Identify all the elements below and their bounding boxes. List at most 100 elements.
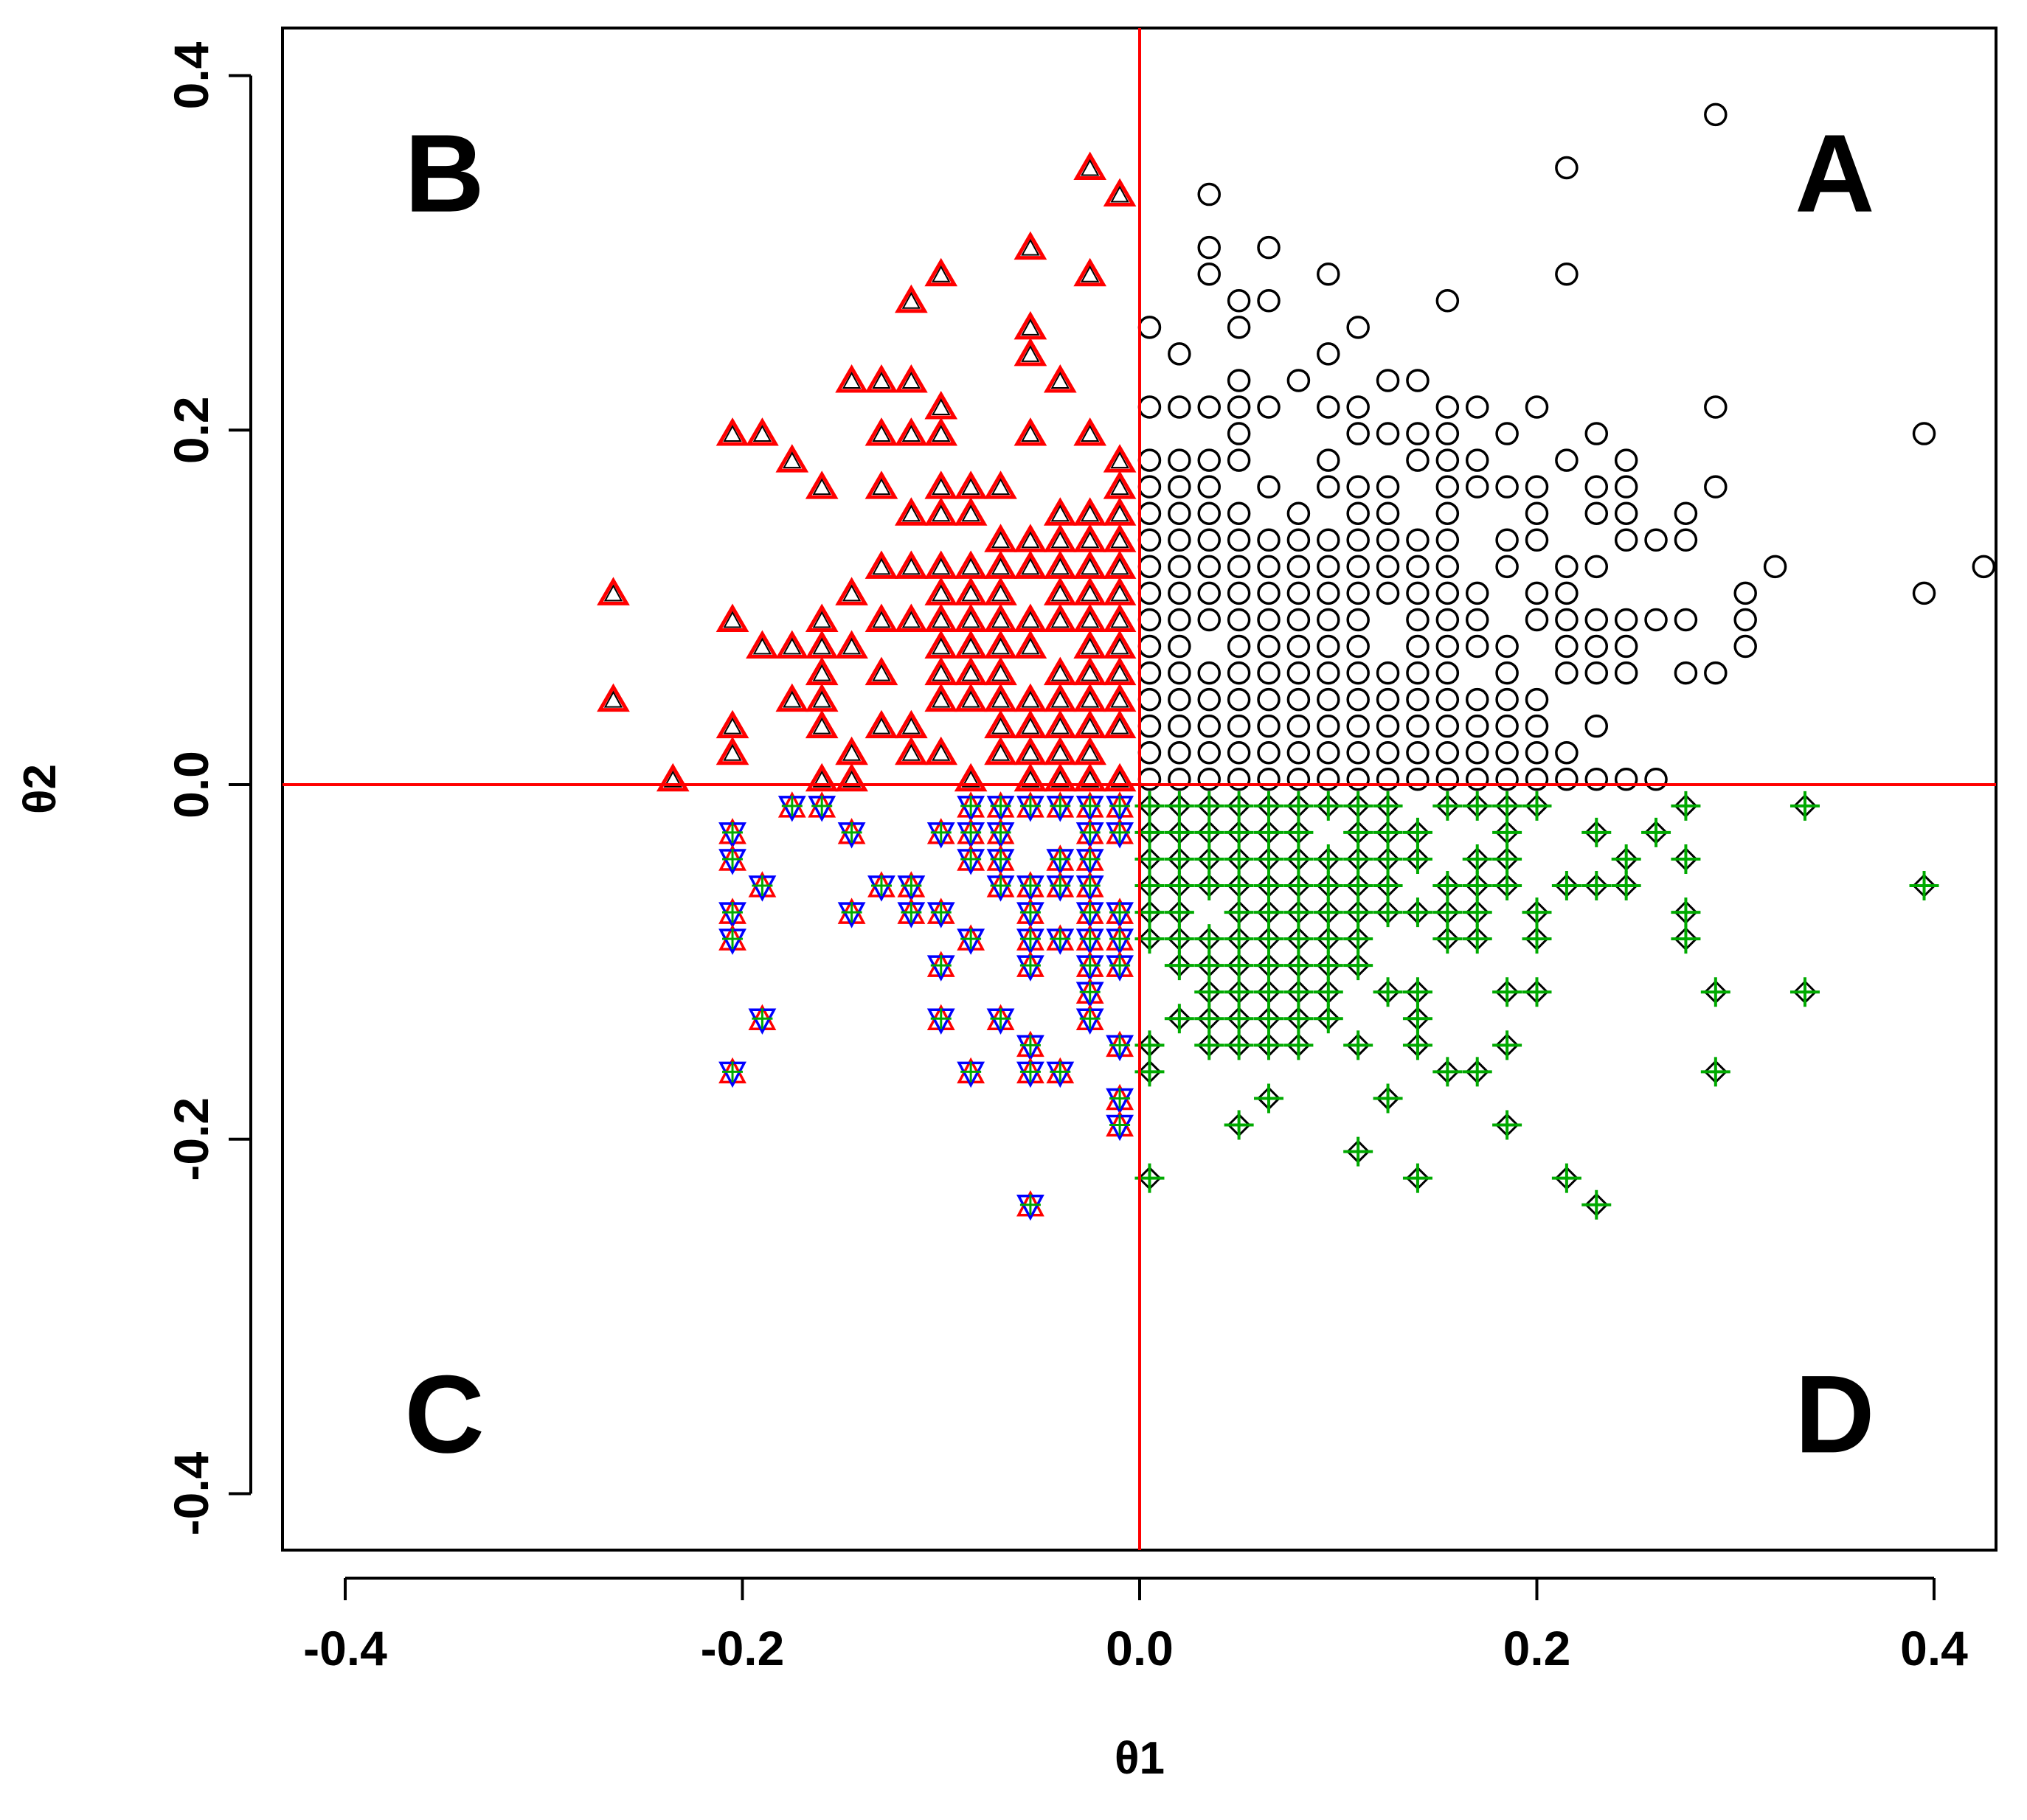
y-axis-title: θ2 — [15, 764, 66, 814]
data-point — [1313, 924, 1343, 954]
data-point — [1376, 422, 1400, 445]
data-point — [1103, 497, 1137, 526]
data-point — [1317, 475, 1340, 499]
data-point — [926, 818, 955, 849]
data-point — [984, 630, 1017, 659]
data-point — [1376, 661, 1400, 685]
data-point — [1671, 924, 1701, 954]
data-point — [1197, 661, 1221, 685]
data-point — [1317, 661, 1340, 685]
data-point — [1522, 977, 1552, 1007]
data-point — [1492, 844, 1522, 874]
data-point — [984, 603, 1017, 632]
data-point — [1043, 736, 1077, 765]
data-point — [718, 897, 746, 928]
data-point — [1435, 289, 1460, 313]
data-point — [1671, 791, 1701, 821]
data-point — [1283, 897, 1314, 928]
data-point — [1194, 817, 1224, 847]
data-point — [924, 656, 958, 686]
data-point — [1164, 951, 1194, 981]
data-point — [1073, 257, 1107, 287]
data-point — [1435, 475, 1460, 499]
data-point — [1406, 634, 1430, 659]
data-point — [1224, 817, 1254, 847]
data-point — [1103, 470, 1137, 499]
data-point — [1462, 844, 1492, 874]
data-point — [1495, 661, 1519, 685]
data-point — [715, 603, 749, 632]
data-point — [1016, 1189, 1044, 1221]
data-point — [1168, 475, 1191, 499]
data-point — [1313, 897, 1343, 928]
data-point — [1343, 871, 1373, 901]
data-point — [1465, 448, 1489, 472]
data-point — [1733, 608, 1757, 632]
data-point — [1254, 817, 1284, 847]
data-point — [1197, 608, 1221, 632]
data-point — [1286, 634, 1311, 659]
data-point — [1317, 687, 1340, 712]
data-point — [1014, 603, 1047, 632]
y-tick-label-group: 0.2 — [164, 396, 218, 464]
data-point — [1168, 768, 1191, 791]
data-point — [1406, 768, 1430, 791]
data-point — [1197, 501, 1221, 525]
data-point — [1194, 791, 1224, 821]
data-point — [1227, 395, 1251, 419]
data-point — [1075, 1004, 1104, 1035]
data-point — [1257, 235, 1281, 260]
data-point — [1462, 1057, 1492, 1087]
data-point — [1435, 581, 1460, 605]
data-point — [1406, 687, 1430, 712]
y-axis-title-text: θ2 — [15, 764, 66, 814]
data-point — [835, 736, 868, 765]
data-point — [1465, 634, 1489, 659]
data-point — [984, 683, 1017, 712]
data-point — [1343, 791, 1373, 821]
data-point — [1525, 395, 1549, 419]
data-point — [924, 736, 958, 765]
data-point — [1283, 1004, 1314, 1034]
data-point — [1611, 844, 1641, 874]
data-point — [1224, 1004, 1254, 1034]
data-point — [1789, 791, 1820, 821]
data-point — [1103, 683, 1137, 712]
data-point — [1254, 844, 1284, 874]
data-point — [1492, 1030, 1522, 1060]
data-point — [1103, 178, 1137, 207]
data-point — [1402, 1030, 1432, 1060]
data-point — [986, 791, 1015, 822]
data-point — [1912, 422, 1936, 445]
y-tick-label: 0.0 — [164, 751, 218, 819]
data-point — [1317, 342, 1340, 366]
data-point — [1584, 475, 1609, 499]
data-point — [924, 577, 958, 605]
data-point — [805, 763, 839, 792]
data-point — [1555, 581, 1579, 605]
data-point — [1257, 581, 1281, 605]
data-point — [1194, 871, 1224, 901]
data-point — [1432, 924, 1463, 954]
data-point — [895, 364, 928, 393]
data-point — [775, 630, 809, 659]
data-point — [1103, 630, 1137, 659]
data-point — [1014, 231, 1047, 260]
data-point — [1197, 475, 1221, 499]
data-point — [1674, 608, 1698, 632]
data-point — [864, 656, 898, 686]
data-point — [1016, 1057, 1044, 1088]
data-point — [1227, 740, 1251, 765]
data-point — [1073, 709, 1107, 739]
data-point — [957, 844, 985, 875]
data-point — [1432, 1057, 1463, 1087]
data-point — [1283, 924, 1314, 954]
data-point — [1313, 844, 1343, 874]
data-point — [895, 417, 928, 446]
data-point — [895, 736, 928, 765]
data-point — [1317, 555, 1340, 579]
data-point — [1406, 740, 1430, 765]
data-point — [984, 524, 1017, 552]
data-point — [1014, 550, 1047, 579]
